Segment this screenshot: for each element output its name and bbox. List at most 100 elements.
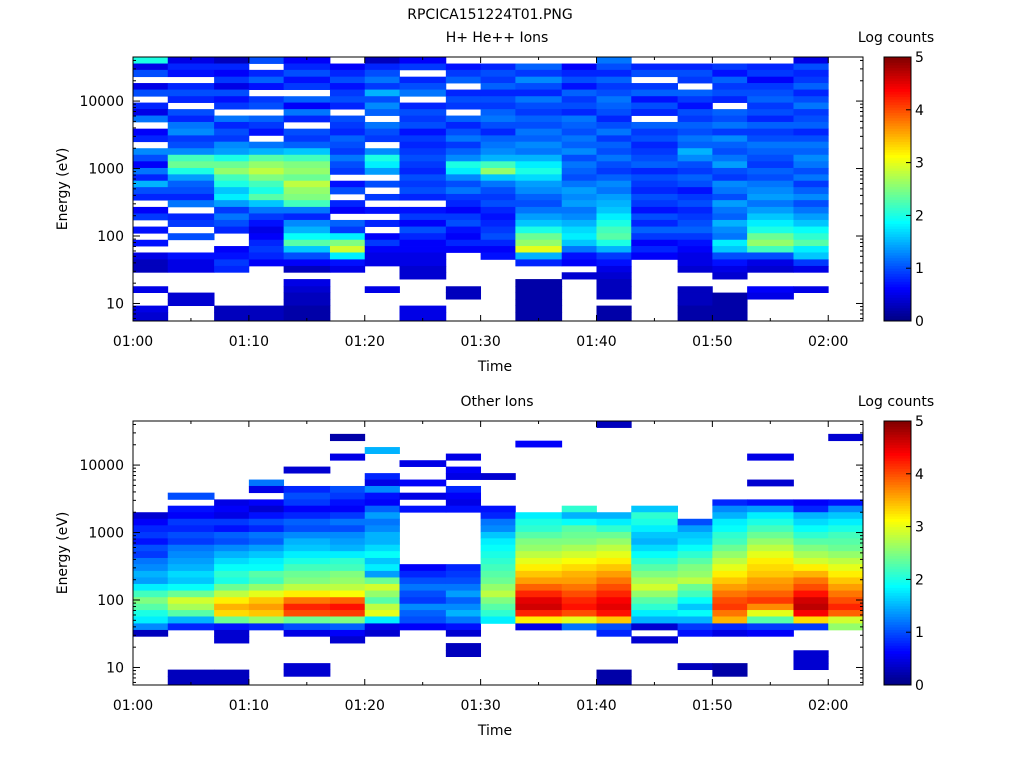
colorbar-segment	[884, 550, 911, 554]
heatmap-cell	[480, 590, 516, 598]
heatmap-cell	[828, 616, 864, 624]
heatmap-cell	[515, 570, 563, 578]
colorbar-frame	[883, 420, 912, 686]
heatmap-cell	[364, 499, 400, 507]
colorbar-tick-label: 3	[915, 520, 924, 536]
heatmap-cell	[364, 219, 400, 227]
heatmap-cell	[445, 148, 482, 156]
heatmap-cell	[677, 161, 713, 169]
heatmap-cell	[445, 466, 482, 474]
heatmap-cell	[747, 531, 794, 539]
heatmap-cell	[631, 167, 678, 175]
heatmap-cell	[329, 252, 366, 260]
heatmap-cell	[399, 89, 447, 97]
colorbar-segment	[884, 107, 911, 111]
heatmap-cell	[677, 616, 713, 624]
heatmap-cell	[329, 219, 366, 227]
heatmap-cell	[364, 239, 400, 247]
heatmap-cell	[445, 590, 482, 598]
heatmap-cell	[214, 96, 250, 103]
colorbar-segment	[884, 88, 911, 92]
heatmap-cell	[445, 69, 482, 78]
heatmap-cell	[596, 57, 632, 64]
heatmap-cell	[677, 259, 713, 267]
heatmap-cell	[631, 89, 678, 97]
heatmap-cell	[445, 63, 482, 71]
heatmap-cell	[480, 200, 516, 208]
colorbar-segment	[884, 655, 911, 660]
heatmap-cell	[364, 193, 400, 201]
heatmap-cell	[167, 69, 215, 78]
heatmap-cell	[596, 213, 632, 221]
heatmap-cell	[133, 226, 169, 234]
heatmap-cell	[399, 115, 447, 123]
heatmap-cell	[480, 505, 516, 513]
heatmap-cell	[596, 292, 632, 300]
heatmap-cell	[561, 551, 597, 559]
colorbar-segment	[884, 291, 911, 296]
heatmap-cell	[828, 512, 864, 520]
heatmap-cell	[677, 544, 713, 552]
heatmap-cell	[214, 213, 250, 221]
heatmap-cell	[677, 115, 713, 123]
heatmap-cell	[283, 239, 331, 247]
colorbar-segment	[884, 619, 911, 623]
colorbar-segment	[884, 117, 911, 121]
heatmap-cell	[480, 213, 516, 221]
colorbar-segment	[884, 228, 911, 232]
colorbar-segment	[884, 141, 911, 145]
heatmap-cell	[747, 551, 794, 559]
heatmap-cell	[248, 499, 285, 507]
colorbar-segment	[884, 682, 911, 686]
heatmap-cell	[631, 551, 678, 559]
heatmap-cell	[480, 512, 516, 520]
heatmap-cell	[515, 583, 563, 591]
heatmap-cell	[631, 590, 678, 598]
colorbar-segment	[884, 677, 911, 681]
heatmap-cell	[329, 76, 366, 84]
heatmap-cell	[283, 312, 331, 322]
heatmap-cell	[214, 305, 250, 313]
heatmap-cell	[445, 583, 482, 591]
heatmap-cell	[329, 69, 366, 78]
heatmap-cell	[712, 564, 748, 572]
heatmap-cell	[515, 551, 563, 559]
heatmap-cell	[329, 239, 366, 247]
heatmap-cell	[712, 135, 748, 143]
heatmap-cell	[214, 583, 250, 591]
colorbar-segment	[884, 426, 911, 430]
heatmap-cell	[677, 187, 713, 195]
colorbar: 0 1 2 3 4 5	[883, 414, 924, 694]
heatmap-cell	[677, 239, 713, 247]
heatmap-cell	[445, 564, 482, 572]
heatmap-cell	[133, 69, 169, 78]
heatmap-cell	[364, 512, 400, 520]
heatmap-cell	[399, 610, 447, 617]
heatmap-cell	[712, 669, 748, 677]
x-tick-label: 01:30	[460, 698, 500, 714]
colorbar-segment	[884, 244, 911, 248]
heatmap-cell	[712, 544, 748, 552]
heatmap-cell	[631, 610, 678, 617]
heatmap-cell	[167, 505, 215, 513]
colorbar-segment	[884, 101, 911, 106]
colorbar-segment	[884, 278, 911, 282]
heatmap-cell	[214, 570, 250, 578]
heatmap-cell	[167, 616, 215, 624]
heatmap-cell	[596, 226, 632, 234]
heatmap-cell	[283, 233, 331, 241]
heatmap-cell	[248, 577, 285, 585]
heatmap-cell	[133, 265, 169, 273]
heatmap-cell	[631, 252, 678, 260]
x-tick-label: 01:40	[576, 334, 616, 350]
colorbar-segment	[884, 513, 911, 517]
heatmap-cell	[167, 213, 215, 221]
heatmap-cell	[480, 233, 516, 241]
heatmap-cell	[329, 89, 366, 97]
heatmap-cell	[747, 252, 794, 260]
heatmap-cell	[793, 109, 829, 116]
colorbar-segment	[884, 154, 911, 158]
heatmap-cell	[515, 564, 563, 572]
colorbar-segment	[884, 286, 911, 290]
heatmap-cell	[248, 505, 285, 513]
